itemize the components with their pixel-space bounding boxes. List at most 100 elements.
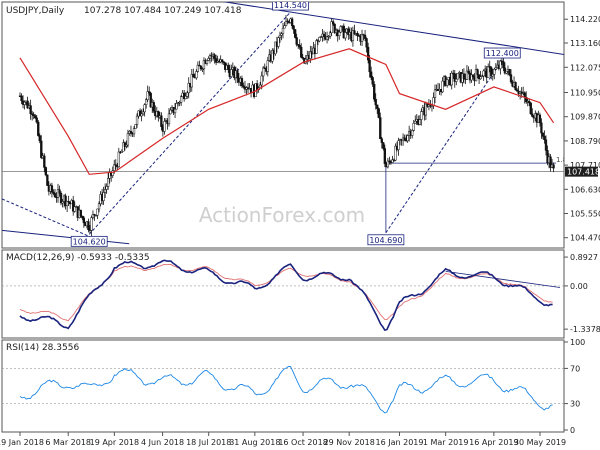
candle-body	[35, 117, 38, 123]
candle-body	[298, 45, 301, 48]
candle-body	[383, 148, 386, 164]
candle-body	[26, 100, 29, 109]
candle-body	[146, 91, 149, 100]
date-tick-label: 16 Jan 2019	[376, 438, 424, 447]
candle-body	[82, 217, 85, 224]
price-tick-label: 110.950	[570, 89, 600, 98]
date-tick-label: 29 Nov 2018	[324, 438, 375, 447]
candle-body	[538, 114, 542, 124]
candle-body	[544, 139, 548, 151]
candle-body	[430, 105, 434, 107]
candle-body	[531, 113, 534, 117]
candle-body	[178, 102, 181, 104]
candle-body	[64, 195, 67, 207]
date-tick-label: 19 Jan 2018	[0, 438, 44, 447]
candle-body	[56, 189, 60, 198]
price-panel: 1.8 104.620 114.540 104.690 112.400 USDJPY,D…	[1, 1, 600, 249]
candle-body	[199, 65, 203, 70]
macd-tick-label: 0.00	[570, 282, 588, 291]
rsi-plot-area	[2, 366, 564, 414]
candle-body	[471, 74, 475, 78]
price-tick-label: 109.870	[570, 113, 600, 122]
candle-body	[418, 119, 421, 125]
candle-body	[227, 65, 230, 70]
rsi-panel: RSI(14) 28.3556 100 70 30 0	[1, 338, 585, 435]
candle-body	[52, 191, 55, 194]
candle-body	[167, 113, 171, 125]
candle-body	[120, 150, 124, 153]
watermark: ActionForex.com	[199, 203, 365, 227]
candle-body	[315, 40, 318, 54]
candle-body	[32, 114, 35, 116]
date-tick-label: 18 Jul 2018	[186, 438, 231, 447]
symbol-label: USDJPY,Daily	[6, 6, 65, 16]
candle-body	[327, 36, 330, 38]
candle-body	[480, 75, 484, 78]
candle-body	[157, 111, 160, 118]
last-price-tag	[565, 166, 598, 177]
candle-body	[125, 144, 128, 147]
candle-body	[111, 170, 114, 176]
candle-body	[373, 83, 376, 100]
candle-body	[490, 67, 493, 77]
candle-body	[23, 101, 26, 105]
candle-body	[319, 36, 323, 38]
candle-body	[301, 57, 304, 59]
candle-body	[499, 60, 502, 69]
candle-body	[386, 160, 390, 168]
rsi-panel-frame	[1, 339, 565, 433]
macd-tick-label: 0.8927	[570, 253, 598, 262]
candle-body	[412, 122, 415, 131]
swing-point-box	[70, 235, 108, 247]
candle-body	[140, 113, 143, 117]
candle-body	[207, 58, 210, 61]
candle-body	[474, 69, 478, 82]
candle-body	[34, 115, 37, 119]
candle-body	[90, 217, 93, 231]
candle-body	[318, 37, 321, 42]
candle-body	[221, 59, 224, 62]
price-tick-label: 114.220	[570, 15, 600, 24]
candle-body	[476, 69, 479, 75]
candle-body	[205, 60, 209, 64]
candle-body	[342, 25, 345, 39]
swing-point-box	[272, 2, 309, 11]
swing-point-label: 104.690	[369, 236, 402, 245]
candle-body	[344, 32, 347, 39]
macd-axis: 0.8927 0.00 -1.3378	[564, 253, 600, 334]
candle-body	[295, 37, 298, 45]
candle-body	[145, 99, 148, 105]
candle-body	[453, 73, 456, 82]
candle-body	[135, 115, 139, 125]
candle-body	[38, 135, 41, 142]
candle-body	[491, 74, 494, 77]
candle-body	[546, 150, 549, 163]
macd-label: MACD(12,26,9) -0.5933 -0.5335	[6, 253, 150, 263]
candle-body	[141, 111, 145, 115]
lower-trendline	[2, 229, 130, 245]
candle-body	[50, 185, 54, 193]
candle-body	[173, 108, 177, 114]
last-price-tag-label: 107.418	[567, 168, 600, 177]
rsi-axis: 100 70 30 0	[564, 338, 585, 435]
candle-body	[143, 104, 146, 113]
candle-body	[280, 33, 283, 36]
candle-body	[262, 67, 265, 77]
candle-body	[286, 20, 289, 23]
candle-body	[31, 113, 34, 115]
candle-body	[107, 178, 110, 187]
candle-body	[292, 25, 295, 30]
candle-body	[43, 155, 46, 168]
candle-body	[242, 85, 245, 88]
candle-body	[179, 96, 183, 103]
candle-body	[503, 67, 507, 74]
swing-point-box	[483, 47, 521, 59]
candle-body	[309, 51, 312, 59]
rsi-tick-label: 70	[570, 364, 580, 373]
ohlc-readout: 107.278 107.484 107.249 107.418	[84, 6, 242, 16]
candle-body	[391, 159, 394, 163]
candle-body	[59, 192, 63, 204]
candle-body	[456, 73, 459, 80]
